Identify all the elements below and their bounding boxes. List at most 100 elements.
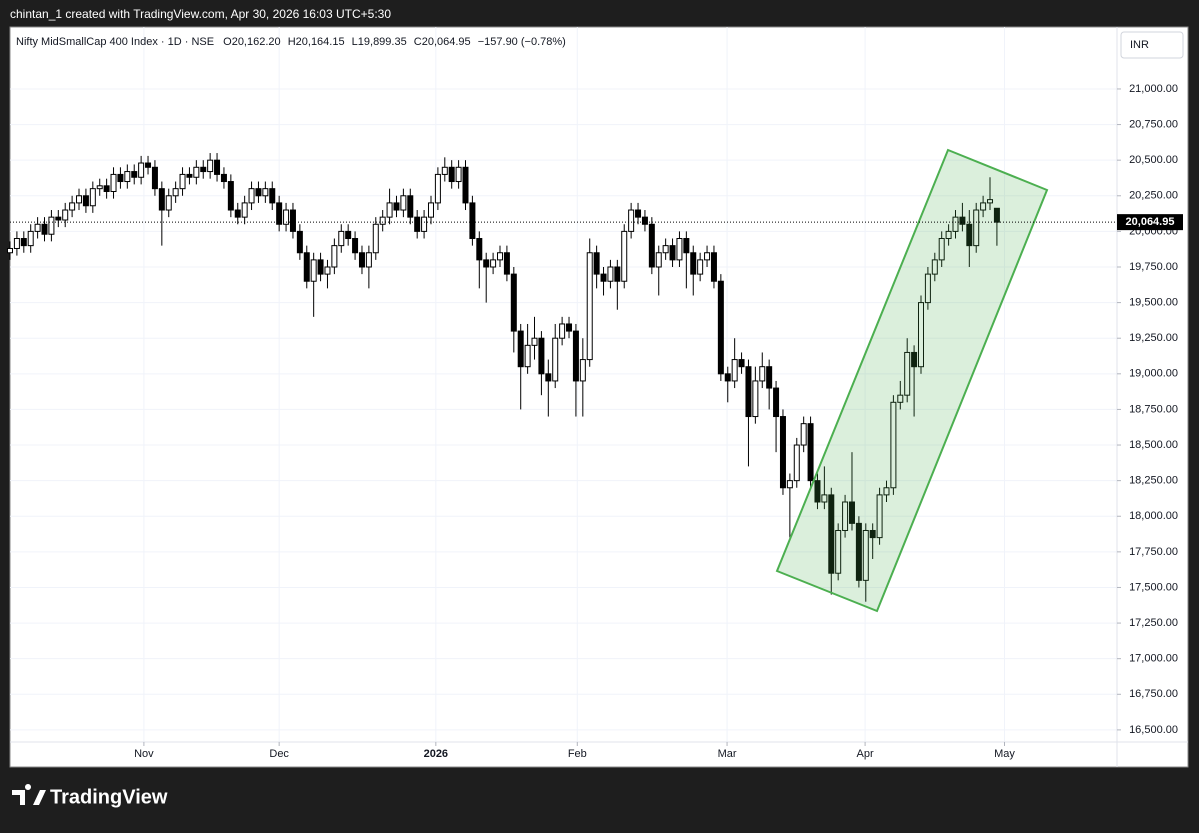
candle-body [34, 223, 41, 232]
candle-body [848, 501, 855, 524]
candle-body [917, 302, 924, 368]
candle-body [635, 209, 642, 218]
candle-body [41, 223, 48, 235]
watermark: chintan_1 created with TradingView.com, … [10, 7, 391, 21]
candle-body [393, 202, 400, 211]
y-tick-label: 21,000.00 [1129, 83, 1178, 95]
candle-body [421, 216, 428, 232]
candle-body [559, 323, 566, 339]
candle-body [552, 337, 559, 382]
candle-body [151, 166, 158, 190]
candle-body [517, 330, 524, 368]
currency[interactable]: INR [1130, 39, 1149, 51]
candle-body [352, 238, 359, 254]
candle-body [434, 173, 441, 204]
y-tick-label: 19,500.00 [1129, 297, 1178, 309]
y-tick-label: 17,000.00 [1129, 653, 1178, 665]
y-tick-label: 18,750.00 [1129, 403, 1178, 415]
candle-body [124, 171, 131, 183]
candle-body [372, 223, 379, 254]
candle-body [538, 337, 545, 375]
candle-body [724, 373, 731, 382]
candle-body [683, 238, 690, 254]
last-price-box [1117, 214, 1183, 231]
currency-button[interactable] [1120, 31, 1184, 59]
candle-body [289, 209, 296, 232]
candle-body [220, 173, 227, 183]
candle-body [365, 252, 372, 268]
candle-body [200, 166, 207, 173]
candle-body [386, 202, 393, 218]
candle-body [469, 202, 476, 240]
logo-icon [12, 784, 46, 805]
candle-body [572, 330, 579, 382]
candles [7, 153, 1000, 602]
candle-body [800, 423, 807, 446]
candle-body [945, 230, 952, 240]
candle-body [338, 230, 345, 247]
candle-body [455, 166, 462, 183]
candle-body [779, 416, 786, 489]
x-tick-label: Nov [134, 748, 154, 760]
candle-body [27, 230, 34, 247]
candle-body [407, 195, 414, 218]
x-tick-label: Dec [269, 748, 289, 760]
candle-body [911, 351, 918, 368]
candle-body [234, 209, 241, 218]
channel [775, 148, 1049, 613]
candle-body [255, 188, 262, 197]
candle-body [897, 394, 904, 403]
candle-body [545, 373, 552, 382]
candle-body [145, 162, 152, 168]
candle-body [773, 387, 780, 418]
candle-body [7, 247, 13, 254]
y-tick-label: 20,250.00 [1129, 190, 1178, 202]
candle-body [614, 266, 621, 282]
candle-body [103, 185, 110, 193]
rising-channel [775, 148, 1049, 613]
candle-body [172, 188, 179, 197]
candle-body [48, 216, 55, 235]
candle-body [358, 252, 365, 268]
candle-body [503, 252, 510, 275]
candle-body [110, 173, 117, 193]
candle-body [959, 216, 966, 225]
candle-body [441, 166, 448, 175]
candle-body [621, 230, 628, 282]
candle-body [400, 195, 407, 211]
candle-body [276, 202, 283, 225]
candle-body [821, 494, 828, 503]
candle-body [310, 259, 317, 282]
candle-body [55, 216, 62, 221]
candle-body [483, 259, 490, 268]
candle-body [628, 209, 635, 232]
candle-body [214, 159, 221, 175]
candle-body [759, 366, 766, 382]
candle-body [731, 359, 738, 382]
candle-body [324, 266, 331, 275]
candle-body [497, 252, 504, 261]
candle-body [828, 494, 835, 574]
y-tick-label: 17,250.00 [1129, 617, 1178, 629]
x-tick-label: Apr [857, 748, 874, 760]
candle-body [241, 202, 248, 218]
candle-body [883, 487, 890, 496]
open-label: O20,162.20 [223, 36, 281, 48]
candle-body [924, 273, 931, 304]
candle-body [179, 173, 186, 190]
candle-body [586, 252, 593, 361]
candle-body [138, 162, 145, 178]
candle-body [89, 188, 96, 207]
candle-body [855, 522, 862, 581]
candle-body [648, 223, 655, 268]
candle-body [345, 230, 352, 240]
candle-body [510, 273, 517, 332]
candle-body [193, 166, 200, 178]
candle-body [379, 216, 386, 225]
candle-body [227, 181, 234, 211]
candle-body [476, 238, 483, 261]
candle-body [117, 173, 124, 183]
candle-body [262, 188, 269, 197]
candle-body [993, 207, 1000, 223]
